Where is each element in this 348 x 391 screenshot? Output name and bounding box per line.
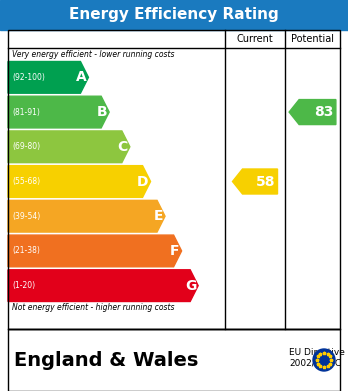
Text: Not energy efficient - higher running costs: Not energy efficient - higher running co… bbox=[12, 303, 174, 312]
Text: 83: 83 bbox=[315, 105, 334, 119]
Polygon shape bbox=[8, 166, 151, 197]
Text: England & Wales: England & Wales bbox=[14, 350, 198, 369]
Polygon shape bbox=[8, 200, 165, 232]
Polygon shape bbox=[289, 100, 336, 125]
Text: Energy Efficiency Rating: Energy Efficiency Rating bbox=[69, 7, 279, 23]
Text: EU Directive
2002/91/EC: EU Directive 2002/91/EC bbox=[289, 348, 345, 368]
Polygon shape bbox=[8, 96, 109, 128]
Bar bbox=[8, 329, 340, 391]
Text: E: E bbox=[153, 209, 163, 223]
Text: (92-100): (92-100) bbox=[12, 73, 45, 82]
Text: Current: Current bbox=[237, 34, 274, 44]
Text: F: F bbox=[170, 244, 180, 258]
Text: (1-20): (1-20) bbox=[12, 281, 35, 290]
Text: (21-38): (21-38) bbox=[12, 246, 40, 255]
Text: (39-54): (39-54) bbox=[12, 212, 40, 221]
Text: B: B bbox=[96, 105, 107, 119]
Text: (81-91): (81-91) bbox=[12, 108, 40, 117]
Text: A: A bbox=[76, 70, 86, 84]
Polygon shape bbox=[8, 235, 182, 267]
Text: (69-80): (69-80) bbox=[12, 142, 40, 151]
Text: G: G bbox=[185, 279, 196, 292]
Text: Potential: Potential bbox=[291, 34, 334, 44]
Bar bbox=[8, 30, 340, 329]
Polygon shape bbox=[8, 61, 88, 93]
Text: C: C bbox=[118, 140, 128, 154]
Text: D: D bbox=[137, 174, 149, 188]
Polygon shape bbox=[8, 131, 130, 163]
Polygon shape bbox=[232, 169, 277, 194]
Circle shape bbox=[313, 349, 335, 371]
Text: Very energy efficient - lower running costs: Very energy efficient - lower running co… bbox=[12, 50, 174, 59]
Text: (55-68): (55-68) bbox=[12, 177, 40, 186]
Bar bbox=[0, 0, 348, 30]
Text: 58: 58 bbox=[256, 174, 276, 188]
Polygon shape bbox=[8, 270, 198, 301]
